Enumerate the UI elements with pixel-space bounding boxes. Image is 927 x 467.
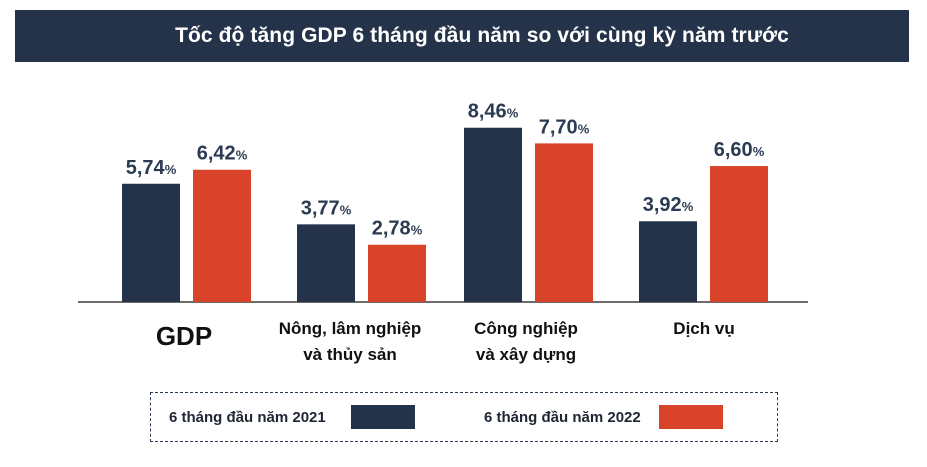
legend-item-2021: 6 tháng đầu năm 2021	[169, 393, 415, 441]
data-label-2021-0: 5,74%	[126, 157, 177, 179]
data-label-2021-2: 8,46%	[468, 101, 519, 123]
data-label-2022-3: 6,60%	[714, 139, 765, 161]
data-label-2022-2: 7,70%	[539, 116, 590, 138]
bar-2022-2	[535, 143, 593, 302]
bar-2021-1	[297, 224, 355, 302]
data-label-2021-3: 3,92%	[643, 194, 694, 216]
bar-2022-1	[368, 244, 426, 302]
category-label-2: Công nghiệp và xây dựng	[474, 319, 578, 364]
bar-2021-3	[639, 221, 697, 302]
data-label-2022-0: 6,42%	[197, 143, 248, 165]
legend-swatch-2022	[658, 405, 723, 429]
data-label-2021-1: 3,77%	[301, 197, 352, 219]
chart-legend: 6 tháng đầu năm 2021 6 tháng đầu năm 202…	[150, 392, 778, 442]
legend-label-2022: 6 tháng đầu năm 2022	[484, 408, 641, 426]
bar-2021-2	[464, 127, 522, 302]
category-label-0: GDP	[156, 321, 212, 351]
legend-item-2022: 6 tháng đầu năm 2022	[484, 393, 723, 441]
data-label-2022-1: 2,78%	[372, 218, 423, 240]
legend-label-2021: 6 tháng đầu năm 2021	[169, 408, 326, 426]
chart-title-bar: Tốc độ tăng GDP 6 tháng đầu năm so với c…	[15, 10, 909, 62]
category-label-1: Nông, lâm nghiệp và thủy sản	[279, 319, 422, 364]
bar-2022-3	[710, 166, 768, 302]
category-label-3: Dịch vụ	[673, 319, 734, 338]
legend-swatch-2021	[350, 405, 415, 429]
bar-2021-0	[122, 183, 180, 302]
bar-chart: 5,74% 6,42% GDP 3,77% 2,78% Nông, lâm nghiệp v…	[78, 101, 808, 364]
bar-2022-0	[193, 169, 251, 302]
chart-title: Tốc độ tăng GDP 6 tháng đầu năm so với c…	[175, 24, 789, 47]
